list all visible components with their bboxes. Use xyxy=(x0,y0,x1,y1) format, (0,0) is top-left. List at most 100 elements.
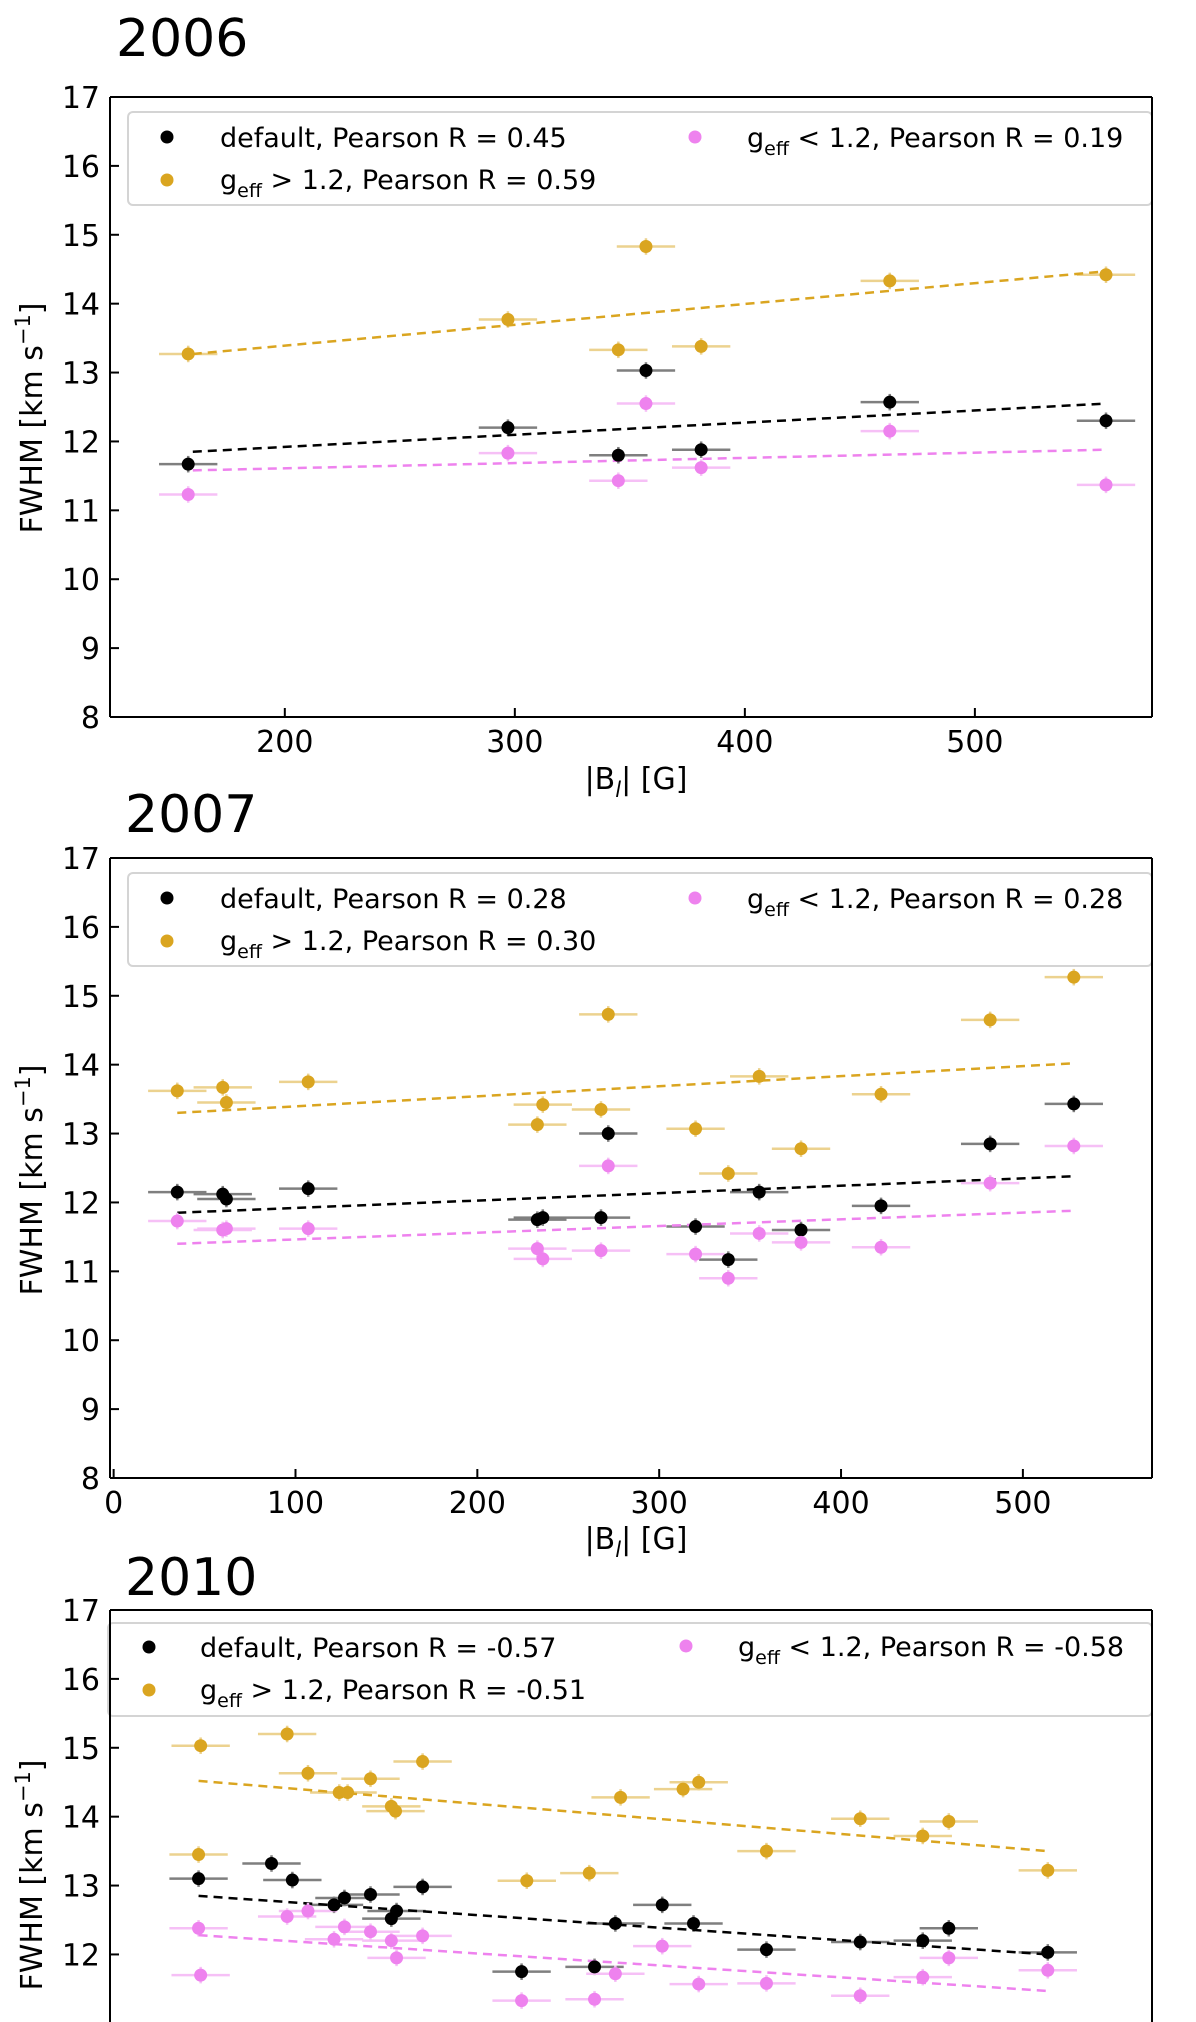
data-point-geff-low xyxy=(364,1925,377,1939)
data-point-geff-high xyxy=(280,1727,294,1741)
data-point-geff-high xyxy=(1067,970,1081,984)
x-axis-label: |Bl| [G] xyxy=(585,1522,688,1562)
x-tick-label: 500 xyxy=(946,725,1003,760)
legend-label-geff-high: geff > 1.2, Pearson R = -0.51 xyxy=(200,1675,586,1712)
data-point-geff-low xyxy=(301,1222,315,1236)
y-axis-label: FWHM [km s−1] xyxy=(11,302,50,533)
data-point-geff-low xyxy=(390,1951,404,1965)
y-tick-label: 11 xyxy=(62,1255,100,1290)
data-point-geff-high xyxy=(983,1013,997,1027)
data-point-geff-high xyxy=(676,1782,690,1796)
data-point-geff-high xyxy=(794,1142,808,1156)
y-tick-label: 9 xyxy=(81,1393,100,1428)
data-point-geff-low xyxy=(194,1968,208,1982)
y-tick-label: 16 xyxy=(62,1663,100,1698)
y-tick-label: 8 xyxy=(81,701,100,736)
x-tick-label: 400 xyxy=(716,725,773,760)
panel-2006: 2006 |Bl| [G] FWHM [km s−1] default, Pea… xyxy=(11,9,1153,802)
data-point-default xyxy=(687,1916,701,1930)
data-point-geff-low xyxy=(530,1242,544,1256)
data-point-default xyxy=(883,395,897,409)
data-point-geff-high xyxy=(689,1122,703,1136)
data-point-default xyxy=(794,1223,808,1237)
data-point-geff-low xyxy=(611,474,625,488)
data-point-default xyxy=(265,1857,279,1871)
legend-marker-geff-high xyxy=(142,1683,156,1697)
y-tick-label: 8 xyxy=(81,1462,100,1497)
data-point-geff-low xyxy=(721,1271,735,1285)
y-tick-label: 14 xyxy=(62,1801,100,1836)
legend-label-geff-low: geff < 1.2, Pearson R = 0.28 xyxy=(747,884,1123,921)
data-point-geff-high xyxy=(611,343,625,357)
y-tick-label: 12 xyxy=(62,425,100,460)
data-point-default xyxy=(327,1898,341,1912)
data-point-geff-low xyxy=(301,1904,315,1918)
data-point-geff-low xyxy=(916,1970,930,1984)
y-tick-label: 12 xyxy=(62,1186,100,1221)
legend-marker-geff-low xyxy=(679,1639,693,1653)
data-point-geff-high xyxy=(389,1804,403,1818)
data-point-geff-high xyxy=(759,1844,773,1858)
data-point-default xyxy=(655,1898,669,1912)
y-tick-label: 13 xyxy=(62,1118,100,1153)
data-point-geff-high xyxy=(520,1874,534,1888)
data-point-default xyxy=(759,1943,773,1957)
data-point-default xyxy=(594,1211,608,1225)
data-point-geff-low xyxy=(1099,478,1113,492)
data-point-geff-high xyxy=(692,1775,706,1789)
legend-marker-default xyxy=(160,130,174,144)
data-point-geff-low xyxy=(883,424,897,438)
panel-title: 2007 xyxy=(125,785,257,845)
data-point-geff-low xyxy=(983,1176,997,1190)
data-point-geff-high xyxy=(194,1739,208,1753)
data-point-geff-low xyxy=(536,1252,550,1266)
data-point-geff-high xyxy=(694,339,708,353)
y-tick-label: 13 xyxy=(62,1870,100,1905)
data-point-geff-high xyxy=(1041,1863,1055,1877)
data-point-geff-high xyxy=(364,1772,377,1786)
data-point-geff-low xyxy=(759,1976,773,1990)
data-point-geff-high xyxy=(170,1084,184,1098)
data-point-geff-low xyxy=(1067,1139,1081,1153)
plot-marks xyxy=(148,968,1103,1287)
data-point-geff-low xyxy=(594,1244,608,1258)
data-point-geff-low xyxy=(181,487,195,501)
data-point-default xyxy=(1067,1097,1081,1111)
data-point-default xyxy=(983,1137,997,1151)
legend-marker-geff-high xyxy=(160,934,174,948)
x-tick-label: 300 xyxy=(631,1486,688,1521)
data-point-geff-high xyxy=(1099,268,1113,282)
data-point-geff-low xyxy=(794,1235,808,1249)
data-point-default xyxy=(721,1253,735,1267)
y-tick-label: 17 xyxy=(62,81,100,116)
plot-marks xyxy=(159,238,1136,503)
data-point-geff-high xyxy=(530,1118,544,1132)
data-point-geff-low xyxy=(501,446,515,460)
data-point-default xyxy=(181,457,195,471)
x-tick-label: 0 xyxy=(104,1486,123,1521)
data-point-geff-high xyxy=(942,1814,956,1828)
data-point-geff-high xyxy=(582,1866,596,1880)
y-tick-label: 11 xyxy=(62,494,100,529)
data-point-geff-high xyxy=(594,1102,608,1116)
y-tick-label: 14 xyxy=(62,288,100,323)
data-point-default xyxy=(501,421,515,435)
y-axis-label: FWHM [km s−1] xyxy=(11,1759,50,1990)
legend-marker-default xyxy=(142,1640,156,1654)
data-point-geff-high xyxy=(301,1075,315,1089)
data-point-default xyxy=(515,1965,529,1979)
y-axis-label: FWHM [km s−1] xyxy=(11,1064,50,1295)
data-point-default xyxy=(301,1182,315,1196)
data-point-geff-high xyxy=(916,1829,930,1843)
data-point-geff-low xyxy=(416,1929,430,1943)
data-point-geff-low xyxy=(384,1934,398,1948)
fit-line-geff-low xyxy=(192,448,1107,472)
data-point-geff-high xyxy=(614,1790,628,1804)
legend-label-default: default, Pearson R = 0.45 xyxy=(220,123,567,154)
legend-label-default: default, Pearson R = -0.57 xyxy=(200,1633,556,1664)
y-tick-label: 15 xyxy=(62,980,100,1015)
data-point-default xyxy=(853,1935,867,1949)
data-point-geff-high xyxy=(536,1098,550,1112)
data-point-default xyxy=(942,1921,956,1935)
